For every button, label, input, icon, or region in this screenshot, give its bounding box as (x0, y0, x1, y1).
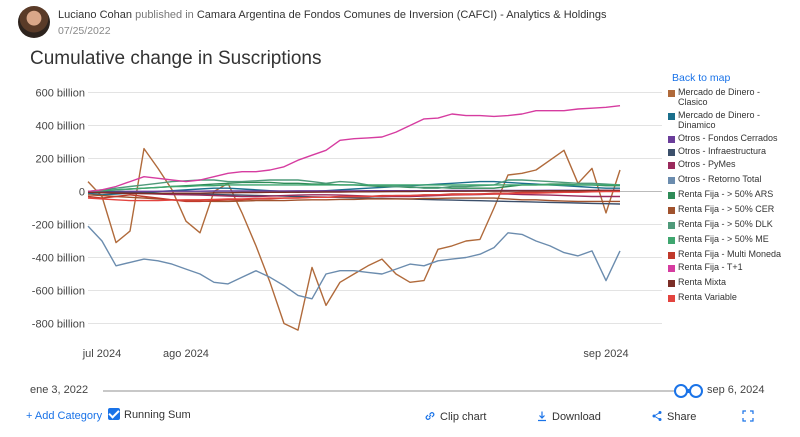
chart-toolbar: + Add Category Running Sum Clip chart Do… (0, 405, 800, 427)
y-tick-label: 600 billion (35, 88, 85, 100)
author-avatar[interactable] (18, 6, 50, 38)
legend-item[interactable]: Otros - Infraestructura (667, 146, 792, 156)
legend-item[interactable]: Otros - Fondos Cerrados (667, 133, 792, 143)
legend-label: Renta Fija - > 50% ARS (678, 189, 774, 199)
legend-swatch (668, 113, 675, 120)
download-button[interactable]: Download (536, 410, 601, 423)
series-line-renta-fija-50-me[interactable] (87, 184, 620, 193)
series-line-renta-fija-50-dlk[interactable] (87, 179, 621, 193)
y-tick-label: -200 billion (32, 220, 85, 232)
legend-label: Renta Fija - Multi Moneda (678, 249, 782, 259)
post-header: Luciano Cohan published in Camara Argent… (18, 6, 778, 40)
legend-item[interactable]: Renta Variable (667, 292, 792, 302)
add-category-button[interactable]: + Add Category (26, 410, 103, 422)
series-line-renta-variable[interactable] (87, 190, 620, 202)
legend-swatch (668, 192, 675, 199)
legend-label: Renta Fija - > 50% DLK (678, 219, 773, 229)
legend-swatch (668, 295, 675, 302)
legend-label: Otros - PyMes (678, 159, 736, 169)
series-line-otros-pymes[interactable] (87, 190, 620, 198)
running-sum-toggle[interactable]: Running Sum (108, 408, 191, 421)
y-tick-label: -800 billion (32, 319, 85, 331)
legend-label: Renta Variable (678, 292, 737, 302)
legend-item[interactable]: Renta Fija - > 50% CER (667, 204, 792, 214)
x-tick-label: sep 2024 (583, 348, 628, 360)
y-tick-label: 200 billion (35, 154, 85, 166)
legend-swatch (668, 237, 675, 244)
author-name[interactable]: Luciano Cohan (58, 9, 133, 21)
series-line-mercado-de-dinero-dinamico[interactable] (87, 180, 620, 196)
share-label: Share (667, 411, 697, 423)
legend-label: Otros - Infraestructura (678, 146, 767, 156)
legend-item[interactable]: Renta Fija - > 50% ARS (667, 189, 792, 199)
series-line-mercado-de-dinero-clasico[interactable] (87, 147, 621, 331)
legend-item[interactable]: Renta Fija - T+1 (667, 262, 792, 272)
series-line-otros-retorno-total[interactable] (87, 225, 621, 300)
legend-item[interactable]: Otros - PyMes (667, 159, 792, 169)
line-chart: 600 billion 400 billion 200 billion 0 -200 b… (32, 88, 662, 360)
expand-button[interactable] (742, 410, 758, 423)
y-tick-label: -600 billion (32, 286, 85, 298)
link-icon (425, 412, 435, 420)
legend-label: Mercado de Dinero - Dinamico (678, 110, 761, 130)
legend-label: Mercado de Dinero - Clasico (678, 87, 761, 107)
organization-link[interactable]: Camara Argentina de Fondos Comunes de In… (196, 9, 607, 21)
legend-swatch (668, 207, 675, 214)
legend-swatch (668, 136, 675, 143)
clip-chart-label: Clip chart (440, 411, 487, 423)
legend-item[interactable]: Renta Mixta (667, 277, 792, 287)
legend-item[interactable]: Otros - Retorno Total (667, 174, 792, 184)
share-icon (652, 411, 662, 421)
x-tick-label: ago 2024 (163, 348, 209, 360)
y-tick-label: 400 billion (35, 121, 85, 133)
download-label: Download (552, 411, 601, 423)
x-tick-label: jul 2024 (82, 348, 122, 360)
byline: Luciano Cohan published in Camara Argent… (58, 9, 607, 21)
publish-date: 07/25/2022 (58, 25, 111, 37)
legend-swatch (668, 222, 675, 229)
download-icon (538, 411, 546, 422)
y-tick-label: 0 (79, 187, 85, 199)
share-button[interactable]: Share (651, 410, 696, 423)
clip-chart-button[interactable]: Clip chart (424, 410, 486, 423)
legend-label: Renta Fija - > 50% CER (678, 204, 775, 214)
range-end-handle[interactable] (689, 384, 703, 398)
range-end-label: sep 6, 2024 (707, 384, 765, 396)
legend-swatch (668, 149, 675, 156)
series-line-renta-fija-t-1[interactable] (87, 105, 621, 193)
legend-swatch (668, 280, 675, 287)
legend-swatch (668, 177, 675, 184)
legend-item[interactable]: Renta Fija - Multi Moneda (667, 249, 792, 259)
chart-legend: Mercado de Dinero - Clasico Mercado de Di… (667, 87, 792, 307)
legend-item[interactable]: Renta Fija - > 50% ME (667, 234, 792, 244)
running-sum-checkbox[interactable] (108, 408, 120, 420)
range-track[interactable] (103, 390, 696, 392)
legend-swatch (668, 90, 675, 97)
legend-item[interactable]: Mercado de Dinero - Dinamico (667, 110, 792, 130)
series-line-renta-mixta[interactable] (87, 189, 620, 195)
legend-swatch (668, 265, 675, 272)
expand-icon (742, 410, 754, 422)
date-range-slider: ene 3, 2022 sep 6, 2024 (0, 380, 800, 402)
back-to-map-link[interactable]: Back to map (672, 72, 731, 84)
legend-swatch (668, 162, 675, 169)
legend-label: Otros - Retorno Total (678, 174, 762, 184)
running-sum-label: Running Sum (124, 409, 191, 421)
legend-label: Renta Fija - T+1 (678, 262, 743, 272)
legend-label: Renta Fija - > 50% ME (678, 234, 769, 244)
published-in-text: published in (135, 9, 194, 21)
legend-label: Otros - Fondos Cerrados (678, 133, 778, 143)
legend-item[interactable]: Renta Fija - > 50% DLK (667, 219, 792, 229)
legend-item[interactable]: Mercado de Dinero - Clasico (667, 87, 792, 107)
y-tick-label: -400 billion (32, 253, 85, 265)
legend-label: Renta Mixta (678, 277, 727, 287)
range-start-handle[interactable] (674, 384, 688, 398)
chart-title: Cumulative change in Suscriptions (30, 48, 322, 69)
legend-swatch (668, 252, 675, 259)
range-start-label: ene 3, 2022 (30, 384, 89, 396)
